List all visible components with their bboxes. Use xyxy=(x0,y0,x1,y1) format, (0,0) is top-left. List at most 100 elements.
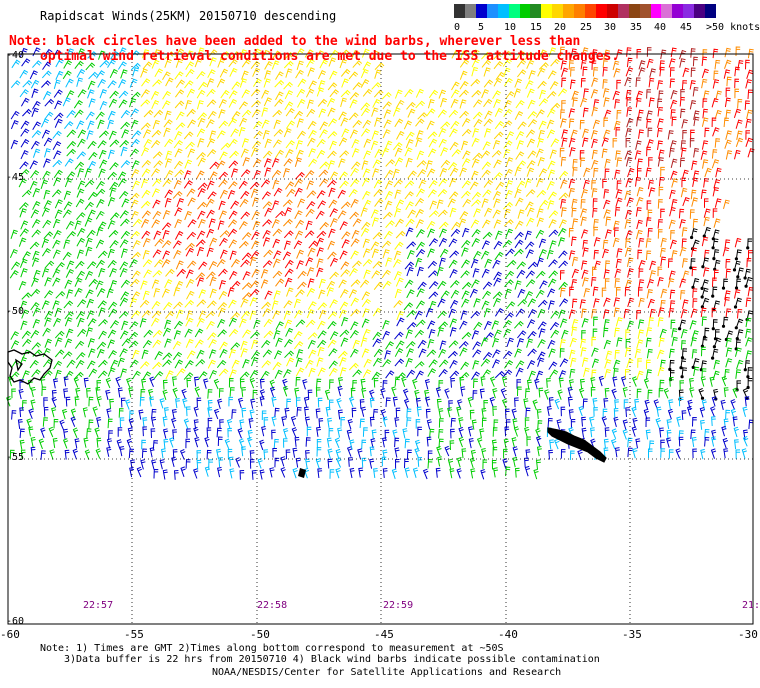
wind-barb xyxy=(395,277,404,287)
wind-barb xyxy=(392,168,400,179)
wind-barb xyxy=(570,129,578,139)
wind-barb xyxy=(96,288,106,297)
wind-barb xyxy=(263,78,271,88)
wind-barb xyxy=(627,447,633,458)
wind-barb xyxy=(416,266,424,277)
wind-barb xyxy=(405,201,414,210)
wind-barb xyxy=(482,351,493,361)
wind-barb xyxy=(339,250,348,260)
wind-barb xyxy=(734,88,740,99)
wind-barb xyxy=(491,439,497,450)
wind-barb xyxy=(404,180,415,189)
wind-barb xyxy=(568,108,576,118)
wind-barb xyxy=(362,119,372,129)
wind-barb xyxy=(437,298,446,308)
wind-barb xyxy=(517,330,527,339)
wind-barb xyxy=(504,189,513,200)
wind-barb xyxy=(284,277,293,287)
wind-barb xyxy=(592,198,598,208)
wind-barb xyxy=(108,98,118,108)
wind-barb xyxy=(471,419,477,430)
wind-barb xyxy=(275,71,284,80)
wind-barb xyxy=(18,237,27,247)
wind-barb xyxy=(404,279,414,289)
wind-barb xyxy=(483,118,493,127)
wind-barb xyxy=(626,257,634,267)
wind-barb xyxy=(205,198,215,208)
wind-barb xyxy=(371,217,379,227)
wind-barb xyxy=(402,388,409,400)
wind-barb xyxy=(668,270,676,280)
wind-barb xyxy=(548,361,558,370)
wind-barb xyxy=(348,457,353,467)
wind-barb xyxy=(21,189,32,198)
wind-barb xyxy=(647,298,655,309)
wind-barb xyxy=(117,427,123,437)
wind-barb xyxy=(657,157,664,167)
wind-barb xyxy=(316,149,326,159)
wind-barb xyxy=(660,166,665,177)
wind-barb xyxy=(283,218,293,227)
wind-barb xyxy=(219,230,230,238)
wind-barb xyxy=(690,189,697,200)
wind-barb xyxy=(561,77,567,88)
wind-barb xyxy=(603,117,609,128)
wind-barb xyxy=(306,190,317,199)
wind-barb xyxy=(328,118,338,127)
wind-barb xyxy=(6,396,12,407)
wind-barb xyxy=(360,102,371,111)
wind-barb xyxy=(593,99,600,109)
wind-barb xyxy=(392,107,401,117)
wind-barb xyxy=(119,139,130,148)
wind-barb xyxy=(77,168,85,178)
wind-barb xyxy=(660,448,666,458)
wind-barb xyxy=(306,267,315,277)
wind-barb xyxy=(271,60,280,70)
wind-barb xyxy=(391,386,397,397)
contamination-circle xyxy=(690,235,694,240)
wind-barb xyxy=(196,277,205,287)
wind-barb xyxy=(570,67,575,77)
wind-barb xyxy=(282,438,288,448)
wind-barb xyxy=(98,130,109,138)
wind-barb xyxy=(296,260,304,270)
wind-barb xyxy=(426,120,435,130)
wind-barb xyxy=(32,100,41,110)
wind-barb xyxy=(481,268,490,278)
wind-barb xyxy=(349,329,359,339)
contamination-circle xyxy=(680,375,684,379)
wind-barb xyxy=(558,281,568,290)
wind-barb xyxy=(74,340,85,349)
wind-barb xyxy=(41,238,49,248)
wind-barb xyxy=(404,88,414,98)
wind-barb xyxy=(448,400,453,410)
wind-barb xyxy=(162,359,172,368)
wind-barb xyxy=(492,446,498,457)
wind-barb xyxy=(395,99,405,109)
wind-barb xyxy=(176,309,184,319)
wind-barb xyxy=(536,189,547,198)
wind-barb xyxy=(153,109,164,118)
wind-barb xyxy=(459,89,469,98)
wind-barb xyxy=(318,169,329,178)
wind-barb xyxy=(40,450,46,460)
south-georgia xyxy=(547,427,607,463)
wind-barb xyxy=(294,230,304,240)
wind-barb xyxy=(164,110,172,121)
wind-barb xyxy=(702,108,708,119)
wind-barb xyxy=(42,327,51,337)
wind-barb xyxy=(153,230,162,240)
wind-barb xyxy=(10,119,19,130)
wind-barb xyxy=(571,236,577,247)
wind-barb xyxy=(74,396,80,407)
wind-barb xyxy=(283,369,292,378)
wind-barb xyxy=(403,302,414,311)
wind-barb xyxy=(415,208,424,218)
wind-barb xyxy=(77,317,85,328)
wind-barb xyxy=(129,97,137,108)
wind-barb xyxy=(723,278,728,289)
wind-barb xyxy=(416,288,425,298)
wind-barb xyxy=(481,448,487,459)
wind-barb xyxy=(272,310,281,320)
wind-barb xyxy=(241,89,250,99)
